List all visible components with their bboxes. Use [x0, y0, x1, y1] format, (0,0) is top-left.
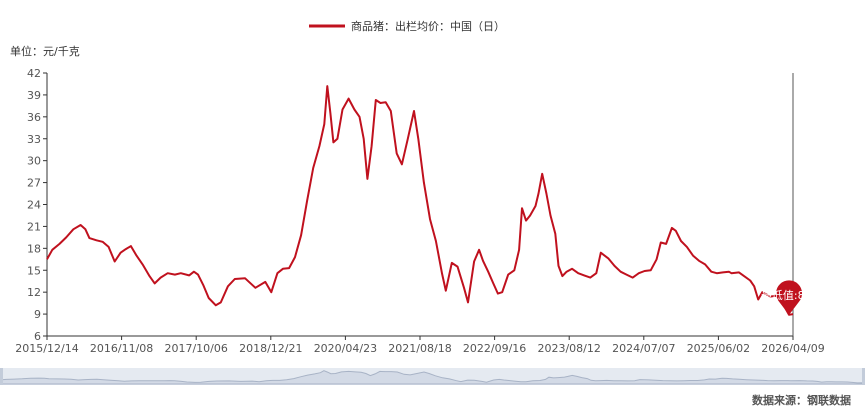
- y-tick-label: 33: [27, 133, 41, 146]
- x-tick-label: 2020/04/23: [314, 342, 377, 355]
- y-tick-label: 30: [27, 155, 41, 168]
- y-tick-label: 39: [27, 89, 41, 102]
- y-tick-label: 18: [27, 242, 41, 255]
- min-value-marker[interactable]: 最低值:8.9: [761, 280, 815, 315]
- x-tick-label: 2015/12/14: [15, 342, 78, 355]
- y-tick-label: 42: [27, 67, 41, 80]
- legend[interactable]: 商品猪：出栏均价：中国（日）: [309, 19, 505, 33]
- slider-preview-line: [0, 370, 863, 385]
- x-tick-label: 2025/06/02: [687, 342, 750, 355]
- y-tick-label: 24: [27, 199, 41, 212]
- pin-icon: [776, 280, 803, 315]
- y-tick-label: 27: [27, 177, 41, 190]
- source-label: 数据来源：钢联数据: [752, 393, 851, 407]
- x-tick-label: 2018/12/21: [239, 342, 302, 355]
- x-tick-label: 2016/11/08: [90, 342, 153, 355]
- data-zoom-slider[interactable]: [0, 368, 865, 385]
- x-tick-label: 2023/08/12: [537, 342, 600, 355]
- y-tick-label: 15: [27, 264, 41, 277]
- legend-label: 商品猪：出栏均价：中国（日）: [351, 19, 505, 33]
- x-tick-label: 2024/07/07: [612, 342, 675, 355]
- x-tick-label: 2026/04/09: [761, 342, 824, 355]
- series-line[interactable]: [46, 85, 794, 316]
- y-tick-label: 6: [34, 330, 41, 343]
- min-value-label: 最低值:8.9: [761, 289, 815, 302]
- y-tick-label: 36: [27, 111, 41, 124]
- axes: [46, 73, 794, 337]
- y-tick-label: 9: [34, 308, 41, 321]
- y-tick-label: 12: [27, 286, 41, 299]
- y-axis: 6 9 12 15 18 21 24 27 30 33 36 39 42: [27, 67, 47, 343]
- y-tick-label: 21: [27, 220, 41, 233]
- x-tick-label: 2021/08/18: [388, 342, 451, 355]
- slider-handle-left[interactable]: [0, 368, 3, 385]
- x-axis: 2015/12/14 2016/11/08 2017/10/06 2018/12/21…: [15, 336, 825, 355]
- x-tick-label: 2017/10/06: [164, 342, 227, 355]
- unit-label: 单位：元/千克: [10, 44, 80, 58]
- x-tick-label: 2022/09/16: [463, 342, 526, 355]
- slider-handle-right[interactable]: [862, 368, 865, 385]
